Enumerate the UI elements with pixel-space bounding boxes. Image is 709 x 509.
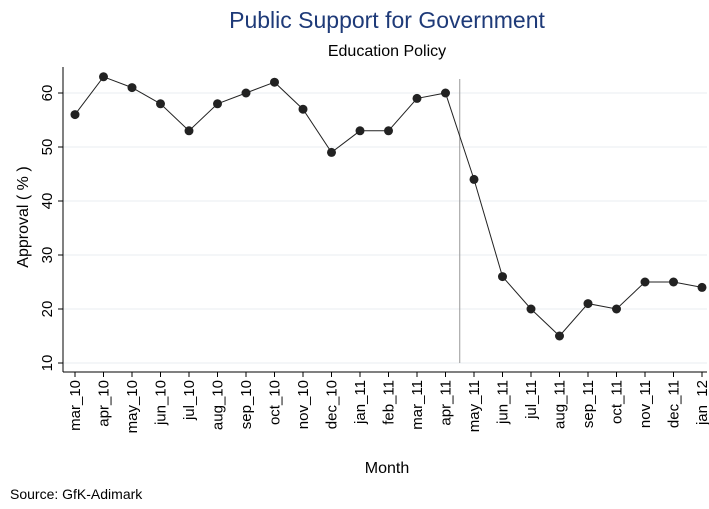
- data-point: [555, 331, 564, 341]
- y-tick-label: 50: [39, 139, 56, 156]
- x-tick-label: aug_10: [210, 380, 227, 430]
- x-tick-label: may_11: [466, 380, 483, 432]
- data-point: [469, 174, 479, 184]
- y-tick-label: 60: [39, 85, 56, 102]
- y-tick-label: 20: [39, 301, 56, 318]
- x-tick-label: feb_11: [381, 380, 398, 425]
- data-point: [213, 99, 222, 109]
- data-point: [327, 147, 336, 157]
- x-tick-label: jun_11: [495, 380, 512, 425]
- axes: [58, 67, 707, 377]
- x-tick-label: dec_11: [666, 380, 683, 428]
- x-tick-label: sep_11: [580, 380, 597, 428]
- data-point: [612, 304, 621, 314]
- y-tick-label: 40: [39, 193, 56, 210]
- data-point: [583, 299, 593, 309]
- x-tick-label: nov_10: [295, 380, 312, 429]
- series-line: [74, 76, 703, 337]
- x-tick-label: dec_10: [324, 380, 341, 429]
- chart-subtitle: Education Policy: [328, 43, 446, 60]
- x-tick-label: oct_10: [267, 380, 284, 425]
- source-note: Source: GfK-Adimark: [10, 486, 143, 502]
- data-point: [412, 93, 422, 103]
- x-tick-label: apr_10: [96, 380, 113, 427]
- x-tick-label: apr_11: [438, 380, 455, 426]
- y-axis-label: Approval ( % ): [15, 166, 32, 267]
- data-point: [640, 277, 650, 287]
- data-point: [127, 83, 137, 93]
- x-tick-label: jul_10: [181, 380, 198, 421]
- data-point: [384, 126, 393, 136]
- y-tick-labels: 10 20 30 40 50 60: [39, 85, 56, 372]
- data-point: [99, 72, 108, 82]
- x-tick-label: may_10: [124, 380, 141, 433]
- data-point: [156, 99, 165, 109]
- x-tick-label: mar_10: [67, 380, 84, 431]
- data-point: [355, 126, 365, 136]
- data-point: [526, 304, 536, 314]
- chart-title: Public Support for Government: [229, 7, 545, 33]
- data-point: [184, 126, 194, 136]
- data-point: [669, 277, 678, 287]
- x-tick-label: jan_12: [694, 380, 709, 426]
- x-tick-labels: mar_10 apr_10 may_10 jun_10 jul_10 aug_10 sep_…: [67, 380, 709, 433]
- x-tick-label: aug_11: [552, 380, 569, 429]
- y-tick-label: 30: [39, 247, 56, 264]
- data-point: [298, 104, 308, 114]
- y-tick-label: 10: [39, 355, 56, 372]
- x-axis-label: Month: [365, 460, 409, 477]
- x-tick-label: sep_10: [238, 380, 255, 429]
- x-tick-label: jul_11: [523, 380, 540, 420]
- grid-lines: [63, 92, 707, 364]
- data-point: [697, 282, 707, 292]
- data-point: [441, 88, 450, 98]
- x-tick-label: mar_11: [409, 380, 426, 430]
- data-point: [498, 272, 507, 282]
- series-group: [70, 72, 707, 341]
- data-point: [241, 88, 251, 98]
- data-point: [70, 110, 80, 120]
- x-tick-label: jun_10: [153, 380, 170, 426]
- data-point: [270, 77, 279, 87]
- x-tick-label: oct_11: [609, 380, 626, 424]
- x-tick-label: nov_11: [637, 380, 654, 428]
- x-tick-label: jan_11: [352, 380, 369, 425]
